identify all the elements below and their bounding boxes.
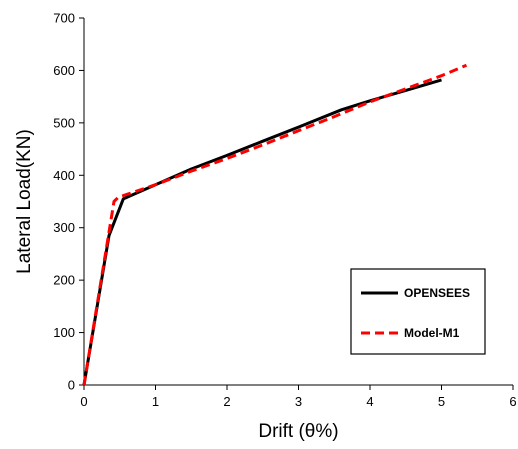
legend: OPENSEES Model-M1 (350, 268, 486, 355)
x-tick-label: 2 (223, 394, 230, 409)
y-tick-label: 700 (53, 11, 75, 26)
x-tick-label: 5 (438, 394, 445, 409)
x-tick-label: 3 (295, 394, 302, 409)
x-tick-label: 4 (366, 394, 373, 409)
series-lines (82, 63, 468, 386)
y-tick-label: 400 (53, 168, 75, 183)
x-tick-label: 6 (509, 394, 516, 409)
legend-label-opensees: OPENSEES (404, 286, 470, 300)
y-tick-label: 500 (53, 115, 75, 130)
x-tick-label: 0 (80, 394, 87, 409)
y-tick-label: 300 (53, 220, 75, 235)
y-tick-label: 600 (53, 63, 75, 78)
y-tick-label: 0 (68, 378, 75, 393)
x-tick-label: 1 (152, 394, 159, 409)
legend-label-model-m1: Model-M1 (404, 326, 460, 340)
y-tick-label: 100 (53, 325, 75, 340)
x-axis-ticks: 0 1 2 3 4 5 6 (80, 385, 517, 409)
y-axis-title: Lateral Load(KN) (14, 129, 35, 274)
y-tick-label: 200 (53, 273, 75, 288)
x-axis-title: Drift (θ%) (258, 421, 338, 442)
y-axis-ticks: 0 100 200 300 400 500 600 700 (53, 11, 84, 393)
legend-box (350, 268, 486, 355)
